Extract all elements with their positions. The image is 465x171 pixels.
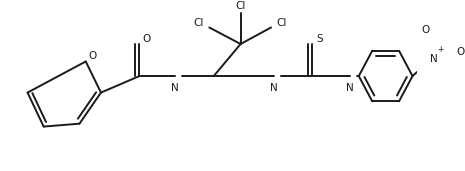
Text: Cl: Cl <box>235 1 246 11</box>
Text: N: N <box>172 83 179 93</box>
Text: N: N <box>346 83 354 93</box>
Text: +: + <box>437 45 444 54</box>
Text: N: N <box>430 54 438 64</box>
Text: N: N <box>270 83 278 93</box>
Text: O: O <box>142 34 151 44</box>
Text: O: O <box>457 47 465 57</box>
Text: O: O <box>89 51 97 61</box>
Text: Cl: Cl <box>193 18 204 28</box>
Text: S: S <box>316 34 323 44</box>
Text: O: O <box>422 25 430 35</box>
Text: Cl: Cl <box>277 18 287 28</box>
